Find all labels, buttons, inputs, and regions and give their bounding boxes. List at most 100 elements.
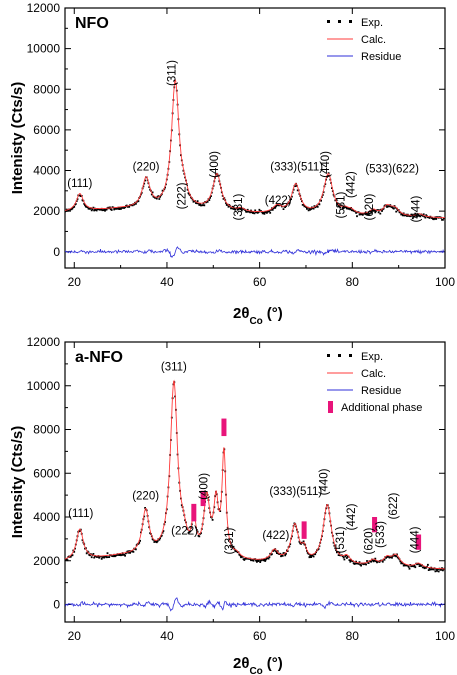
legend-swatch-dot xyxy=(349,354,352,357)
legend-swatch-dot xyxy=(338,20,341,23)
peak-label: (311) xyxy=(166,60,178,86)
peak-label: (400) xyxy=(198,473,210,500)
x-tick-label: 60 xyxy=(253,275,267,289)
plot-area xyxy=(65,79,445,259)
peak-label: (533) xyxy=(375,521,387,548)
peak-label: (331) xyxy=(224,527,236,554)
legend-item: Exp. xyxy=(327,351,383,363)
peak-label: (533)(622) xyxy=(365,164,419,176)
peak-label: (620) xyxy=(364,527,376,554)
y-axis-title: Intenisty (Cts/s) xyxy=(9,82,26,195)
y-tick-label: 6000 xyxy=(33,123,60,137)
calc-line xyxy=(65,379,445,570)
y-tick-label: 10000 xyxy=(27,42,61,56)
x-tick-label: 80 xyxy=(346,275,360,289)
y-tick-label: 0 xyxy=(53,245,60,259)
plot-area xyxy=(65,379,445,612)
peak-label: (222) xyxy=(176,182,188,209)
peak-label: (331) xyxy=(233,193,245,220)
plot-frame xyxy=(64,341,446,623)
panel-nfo: 20 40 60 80 100 0 2000 4000 6000 8000 10000 12000 In… xyxy=(9,1,455,327)
legend-label: Exp. xyxy=(361,17,383,29)
x-axis-title-main: 2θ xyxy=(233,305,249,322)
peak-label: (531) xyxy=(335,191,347,218)
residue-line xyxy=(65,597,445,612)
x-tick-label: 40 xyxy=(160,629,174,643)
x-tick-label: 100 xyxy=(435,275,455,289)
legend-swatch-dot xyxy=(338,354,341,357)
peak-label: (442) xyxy=(346,171,358,198)
legend-item: Residue xyxy=(327,385,401,397)
legend-item: Additional phase xyxy=(328,401,422,414)
y-tick-label: 2000 xyxy=(33,204,60,218)
x-axis-title: 2θCo (°) xyxy=(233,305,283,327)
additional-phase-marker xyxy=(416,534,422,550)
legend-swatch-dot xyxy=(349,20,352,23)
peak-label: (333)(511) xyxy=(270,162,323,174)
additional-phase-marker xyxy=(191,503,197,522)
x-tick-label: 100 xyxy=(435,629,455,643)
x-tick-label: 60 xyxy=(253,629,267,643)
legend-item: Exp. xyxy=(327,17,383,29)
peak-label: (440) xyxy=(318,468,330,495)
peak-label: (222) xyxy=(171,526,198,538)
peak-label: (220) xyxy=(132,491,159,503)
y-tick-label: 8000 xyxy=(33,423,60,437)
peak-label: (444) xyxy=(410,526,422,553)
x-axis-title: 2θCo (°) xyxy=(233,655,283,675)
legend-item: Calc. xyxy=(327,368,386,380)
y-tick-label: 2000 xyxy=(33,554,60,568)
additional-phase-marker xyxy=(221,418,227,437)
legend-item: Residue xyxy=(327,51,401,63)
y-tick-label: 4000 xyxy=(33,510,60,524)
peak-label: (333)(511) xyxy=(269,486,322,498)
peak-label: (422) xyxy=(265,195,292,207)
calc-line xyxy=(65,79,445,219)
x-axis-title-main: 2θ xyxy=(233,655,249,672)
peak-label: (111) xyxy=(67,178,92,190)
y-tick-label: 12000 xyxy=(27,335,61,349)
panel-label: a-NFO xyxy=(75,349,123,366)
peak-label: (622) xyxy=(388,492,400,519)
peak-label: (440) xyxy=(320,151,332,178)
legend-label: Residue xyxy=(361,51,401,63)
peak-label: (444) xyxy=(411,196,423,223)
y-tick-label: 12000 xyxy=(27,1,61,15)
legend-label: Additional phase xyxy=(341,402,422,414)
x-tick-label: 20 xyxy=(68,629,82,643)
residue-line xyxy=(65,246,445,259)
peak-label: (531) xyxy=(335,526,347,553)
y-tick-label: 4000 xyxy=(33,164,60,178)
legend-swatch-dot xyxy=(327,354,330,357)
y-tick-label: 10000 xyxy=(27,379,61,393)
exp-data-points xyxy=(65,79,445,221)
peak-label: (400) xyxy=(209,151,221,178)
plot-frame xyxy=(64,7,446,269)
legend-label: Calc. xyxy=(361,368,386,380)
additional-phase-marker xyxy=(301,521,307,539)
x-tick-label: 20 xyxy=(68,275,82,289)
x-tick-label: 80 xyxy=(346,629,360,643)
peak-label: (422) xyxy=(262,530,289,542)
panel-a-nfo: 20 40 60 80 100 0 2000 4000 6000 8000 10000 12000 In… xyxy=(9,335,455,675)
legend-label: Calc. xyxy=(361,34,386,46)
legend-label: Residue xyxy=(361,385,401,397)
x-axis-title-sub: Co xyxy=(249,316,262,327)
x-tick-label: 40 xyxy=(160,275,174,289)
x-axis-title-sub: Co xyxy=(249,666,262,675)
legend-swatch-dot xyxy=(327,20,330,23)
legend-swatch-bar xyxy=(328,401,333,413)
y-tick-label: 6000 xyxy=(33,466,60,480)
y-tick-label: 0 xyxy=(53,598,60,612)
x-axis-title-unit: (°) xyxy=(267,305,283,322)
peak-label: (220) xyxy=(133,162,160,174)
peak-label: (311) xyxy=(161,361,187,373)
peak-label: (442) xyxy=(346,503,358,530)
legend-label: Exp. xyxy=(361,351,383,363)
panel-label: NFO xyxy=(75,15,109,32)
peak-label: (111) xyxy=(68,508,93,520)
y-axis-title: Intensity (Cts/s) xyxy=(9,426,26,539)
x-axis-title-unit: (°) xyxy=(267,655,283,672)
peak-label: (620) xyxy=(364,193,376,220)
